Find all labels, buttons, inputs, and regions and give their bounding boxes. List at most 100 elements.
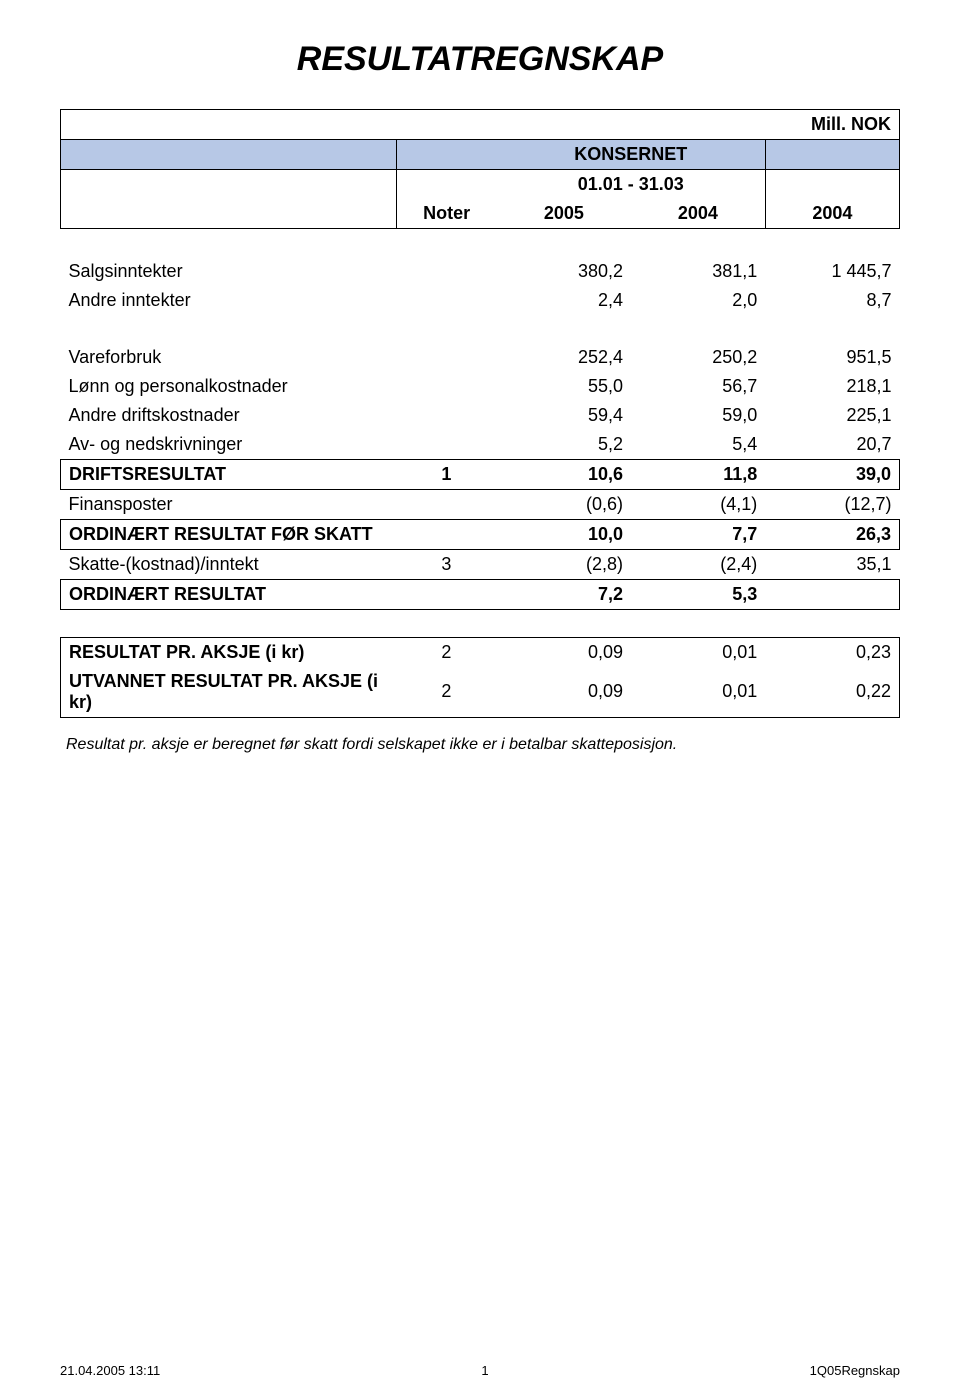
row-note: 2 [396,667,497,718]
row-v3: 39,0 [765,459,899,489]
row-label: UTVANNET RESULTAT PR. AKSJE (i kr) [61,667,397,718]
row-v2: 2,0 [631,286,765,315]
group-header-row: KONSERNET [61,140,900,170]
row-note: 1 [396,459,497,489]
table-row: RESULTAT PR. AKSJE (i kr)20,090,010,23 [61,637,900,667]
footnote: Resultat pr. aksje er beregnet før skatt… [60,736,900,754]
row-v1: 7,2 [497,579,631,609]
table-row: Skatte-(kostnad)/inntekt3(2,8)(2,4)35,1 [61,549,900,579]
table-row: ORDINÆRT RESULTAT FØR SKATT 10,07,726,3 [61,519,900,549]
row-v3: 20,7 [765,430,899,460]
row-v2: 7,7 [631,519,765,549]
page: RESULTATREGNSKAP Mill. NOK KONSERNET [0,0,960,1400]
row-v3: 951,5 [765,343,899,372]
table-row: Vareforbruk 252,4250,2951,5 [61,343,900,372]
row-label: DRIFTSRESULTAT [61,459,397,489]
row-label: Av- og nedskrivninger [61,430,397,460]
row-v1: 10,0 [497,519,631,549]
spacer-row [61,315,900,343]
row-v2: 0,01 [631,667,765,718]
row-label: Skatte-(kostnad)/inntekt [61,549,397,579]
row-v3: 8,7 [765,286,899,315]
row-v1: 2,4 [497,286,631,315]
row-note [396,430,497,460]
row-label: Lønn og personalkostnader [61,372,397,401]
row-note [396,286,497,315]
row-note [396,519,497,549]
row-v3: 0,22 [765,667,899,718]
row-v2: 59,0 [631,401,765,430]
row-label: Andre driftskostnader [61,401,397,430]
period-label: 01.01 - 31.03 [497,170,765,200]
row-label: Salgsinntekter [61,257,397,286]
row-v1: 10,6 [497,459,631,489]
row-label: ORDINÆRT RESULTAT [61,579,397,609]
row-v3: 0,23 [765,637,899,667]
group-label: KONSERNET [497,140,765,170]
row-label: Vareforbruk [61,343,397,372]
row-v1: 252,4 [497,343,631,372]
col-noter: Noter [396,199,497,229]
row-v1: (0,6) [497,489,631,519]
unit-row: Mill. NOK [61,110,900,140]
table-row: Andre driftskostnader 59,459,0225,1 [61,401,900,430]
page-title: RESULTATREGNSKAP [60,40,900,79]
row-v3: (12,7) [765,489,899,519]
row-v3: 218,1 [765,372,899,401]
col-y2: 2004 [631,199,765,229]
spacer-row [61,229,900,257]
footer-left: 21.04.2005 13:11 [60,1363,160,1378]
row-v3: 26,3 [765,519,899,549]
row-v2: 381,1 [631,257,765,286]
row-v2: (2,4) [631,549,765,579]
table-row: Lønn og personalkostnader 55,056,7218,1 [61,372,900,401]
page-footer: 21.04.2005 13:11 1 1Q05Regnskap [60,1363,900,1378]
row-v1: (2,8) [497,549,631,579]
row-v2: 0,01 [631,637,765,667]
row-v3: 225,1 [765,401,899,430]
row-v2: (4,1) [631,489,765,519]
row-note [396,489,497,519]
table-row: DRIFTSRESULTAT110,611,839,0 [61,459,900,489]
row-label: ORDINÆRT RESULTAT FØR SKATT [61,519,397,549]
row-v1: 380,2 [497,257,631,286]
footer-center: 1 [481,1363,488,1378]
row-v1: 0,09 [497,637,631,667]
row-note: 2 [396,637,497,667]
table-row: Av- og nedskrivninger 5,25,420,7 [61,430,900,460]
period-row: 01.01 - 31.03 [61,170,900,200]
income-statement-table: Mill. NOK KONSERNET 01.01 - 31.03 Noter … [60,109,900,718]
column-header-row: Noter 2005 2004 2004 [61,199,900,229]
row-note [396,372,497,401]
row-v1: 59,4 [497,401,631,430]
row-v1: 5,2 [497,430,631,460]
footer-right: 1Q05Regnskap [810,1363,900,1378]
row-v2: 56,7 [631,372,765,401]
row-v3: 1 445,7 [765,257,899,286]
col-y3: 2004 [765,199,899,229]
row-note: 3 [396,549,497,579]
row-v2: 11,8 [631,459,765,489]
table-row: Finansposter (0,6)(4,1)(12,7) [61,489,900,519]
row-label: Finansposter [61,489,397,519]
row-v2: 5,4 [631,430,765,460]
spacer-row [61,609,900,637]
row-note [396,579,497,609]
table-row: UTVANNET RESULTAT PR. AKSJE (i kr)20,090… [61,667,900,718]
row-v1: 55,0 [497,372,631,401]
row-note [396,401,497,430]
table-row: ORDINÆRT RESULTAT 7,25,3 [61,579,900,609]
unit-label: Mill. NOK [765,110,899,140]
row-v3 [765,579,899,609]
row-label: Andre inntekter [61,286,397,315]
row-note [396,343,497,372]
row-v3: 35,1 [765,549,899,579]
row-v2: 5,3 [631,579,765,609]
row-note [396,257,497,286]
row-v2: 250,2 [631,343,765,372]
row-label: RESULTAT PR. AKSJE (i kr) [61,637,397,667]
row-v1: 0,09 [497,667,631,718]
col-y1: 2005 [497,199,631,229]
table-row: Salgsinntekter 380,2381,11 445,7 [61,257,900,286]
table-row: Andre inntekter 2,42,08,7 [61,286,900,315]
